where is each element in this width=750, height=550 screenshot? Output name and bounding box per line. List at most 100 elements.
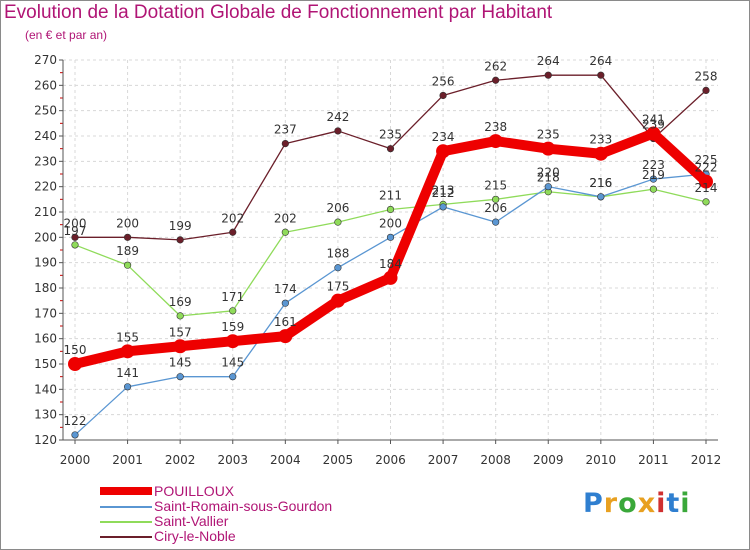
data-label-ciry-le-noble: 237 (274, 123, 297, 137)
data-point-pouilloux (699, 174, 713, 189)
data-point-saint-romain-sous-gourdon (281, 299, 289, 307)
data-point-pouilloux (120, 344, 135, 359)
data-label-saint-vallier: 171 (221, 290, 244, 304)
data-label-saint-romain-sous-gourdon: 220 (537, 166, 560, 180)
data-label-pouilloux: 233 (589, 133, 612, 147)
data-point-saint-vallier (71, 241, 79, 249)
data-label-saint-romain-sous-gourdon: 206 (484, 201, 507, 215)
legend-swatch-saint-romain (100, 506, 152, 508)
legend-swatch-pouilloux (100, 487, 152, 495)
data-label-pouilloux: 235 (537, 128, 560, 142)
data-point-pouilloux (646, 126, 661, 141)
logo-letter: x (637, 488, 657, 519)
data-label-ciry-le-noble: 264 (537, 54, 560, 68)
proxiti-logo: Proxiti (583, 488, 691, 519)
data-point-pouilloux (330, 293, 345, 308)
legend-swatch-ciry-le-noble (100, 536, 152, 538)
data-point-saint-romain-sous-gourdon (123, 383, 132, 391)
data-label-saint-romain-sous-gourdon: 200 (379, 216, 402, 230)
y-tick-label: 150 (34, 357, 57, 371)
y-tick-label: 210 (34, 205, 57, 219)
data-label-pouilloux: 222 (695, 161, 718, 175)
data-label-saint-vallier: 197 (64, 224, 87, 238)
data-label-saint-vallier: 211 (379, 188, 402, 202)
data-point-pouilloux (383, 270, 398, 285)
legend-swatch-saint-vallier (100, 521, 152, 523)
data-label-saint-vallier: 169 (169, 295, 192, 309)
data-label-ciry-le-noble: 242 (326, 110, 349, 124)
data-label-saint-romain-sous-gourdon: 145 (221, 356, 244, 370)
data-label-saint-vallier: 206 (326, 201, 349, 215)
chart-title: Evolution de la Dotation Globale de Fonc… (4, 2, 553, 23)
data-point-saint-vallier (123, 261, 132, 269)
data-point-pouilloux (225, 334, 240, 349)
data-point-saint-romain-sous-gourdon (544, 183, 552, 191)
data-label-saint-vallier: 202 (274, 211, 297, 225)
legend-label-saint-romain: Saint-Romain-sous-Gourdon (154, 498, 333, 514)
x-tick-label: 2002 (165, 453, 196, 467)
y-tick-label: 160 (34, 332, 57, 346)
data-label-saint-vallier: 219 (642, 168, 665, 182)
data-point-saint-romain-sous-gourdon (597, 193, 605, 201)
data-point-saint-vallier (386, 205, 395, 214)
x-tick-label: 2009 (533, 453, 564, 467)
y-tick-label: 140 (34, 382, 57, 396)
data-label-saint-romain-sous-gourdon: 212 (432, 186, 455, 200)
data-label-saint-romain-sous-gourdon: 225 (695, 153, 718, 167)
data-label-ciry-le-noble: 262 (484, 59, 507, 73)
y-tick-label: 130 (34, 408, 57, 422)
data-point-ciry-le-noble (544, 71, 552, 79)
data-point-ciry-le-noble (597, 71, 605, 79)
data-label-saint-romain-sous-gourdon: 122 (64, 414, 87, 428)
data-label-pouilloux: 238 (484, 120, 507, 134)
data-point-pouilloux (173, 339, 188, 354)
y-tick-label: 120 (34, 433, 57, 447)
data-label-ciry-le-noble: 202 (221, 211, 244, 225)
data-label-ciry-le-noble: 264 (589, 54, 612, 68)
data-point-ciry-le-noble (492, 76, 500, 84)
data-label-pouilloux: 150 (64, 343, 87, 357)
x-tick-label: 2005 (323, 453, 354, 467)
data-point-saint-romain-sous-gourdon (386, 233, 395, 241)
data-label-ciry-le-noble: 256 (432, 74, 455, 88)
data-point-pouilloux (278, 329, 293, 344)
data-point-pouilloux (488, 134, 503, 149)
data-label-pouilloux: 159 (221, 320, 244, 334)
data-label-pouilloux: 234 (432, 130, 455, 144)
data-point-saint-romain-sous-gourdon (176, 373, 184, 381)
data-point-ciry-le-noble (702, 86, 710, 94)
data-label-ciry-le-noble: 200 (116, 216, 139, 230)
y-tick-label: 220 (34, 180, 57, 194)
data-point-pouilloux (593, 146, 608, 161)
data-point-ciry-le-noble (386, 145, 395, 153)
data-point-saint-romain-sous-gourdon (439, 203, 447, 211)
logo-letter: t (666, 488, 681, 519)
data-label-saint-romain-sous-gourdon: 141 (116, 366, 139, 380)
x-tick-label: 2008 (480, 453, 511, 467)
legend-label-saint-vallier: Saint-Vallier (154, 513, 229, 529)
y-tick-label: 180 (34, 281, 57, 295)
data-point-saint-vallier (334, 218, 342, 226)
data-label-saint-vallier: 218 (537, 171, 560, 185)
x-tick-label: 2006 (375, 453, 406, 467)
data-point-saint-romain-sous-gourdon (229, 373, 237, 381)
data-label-pouilloux: 184 (379, 257, 402, 271)
data-label-saint-romain-sous-gourdon: 188 (326, 247, 349, 261)
data-point-pouilloux (541, 141, 556, 156)
data-point-saint-romain-sous-gourdon (71, 431, 79, 439)
data-label-saint-vallier: 214 (695, 181, 718, 195)
data-point-ciry-le-noble (439, 91, 447, 100)
data-point-saint-romain-sous-gourdon (492, 218, 500, 226)
data-point-saint-romain-sous-gourdon (649, 175, 658, 183)
x-tick-label: 2011 (638, 453, 669, 467)
y-tick-label: 230 (34, 154, 57, 168)
y-tick-label: 250 (34, 104, 57, 118)
data-point-ciry-le-noble (176, 236, 184, 244)
data-label-pouilloux: 241 (642, 112, 665, 126)
chart-subtitle: (en € et par an) (25, 28, 108, 42)
x-tick-label: 2001 (112, 453, 143, 467)
x-tick-label: 2007 (428, 453, 459, 467)
x-tick-label: 2010 (586, 453, 617, 467)
plot-area (63, 60, 718, 440)
